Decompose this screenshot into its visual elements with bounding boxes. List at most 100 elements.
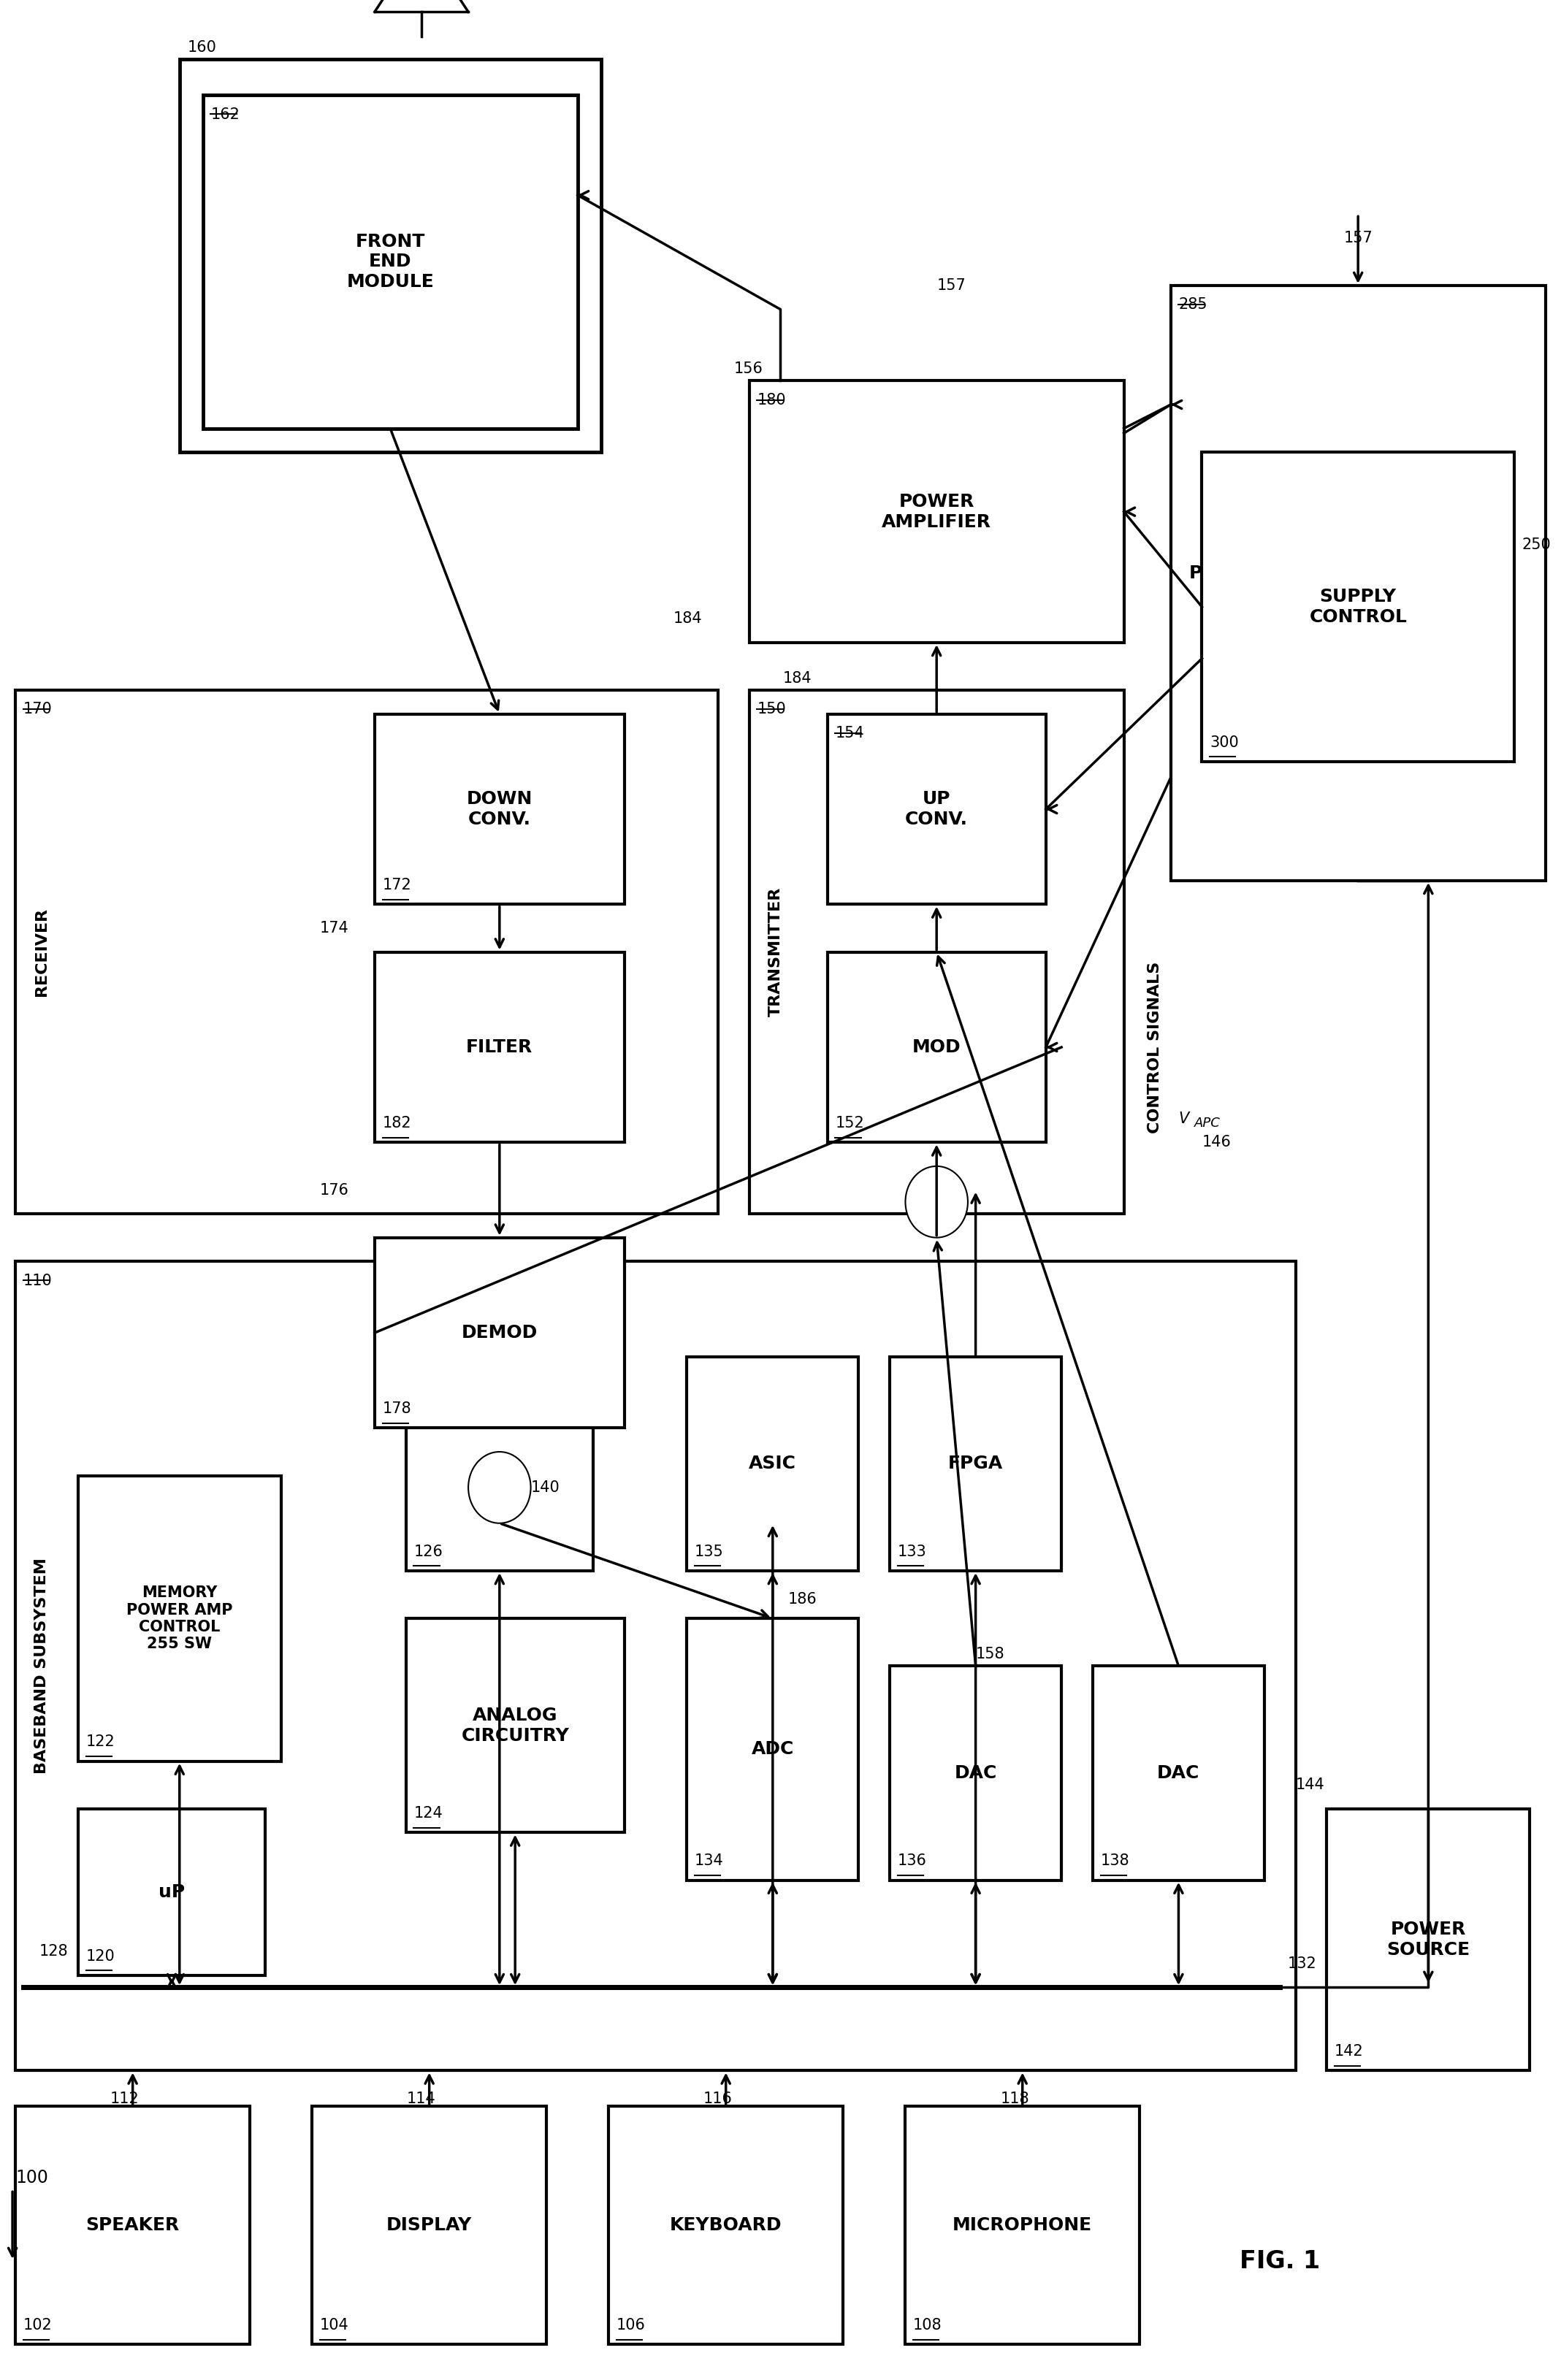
- Text: 154: 154: [835, 726, 865, 740]
- Text: DOWN
CONV.: DOWN CONV.: [467, 790, 532, 828]
- Text: 184: 184: [673, 612, 702, 626]
- Text: DSP: DSP: [479, 1478, 520, 1497]
- Bar: [180, 60, 601, 452]
- Text: POWER AMPLIFIER
CONTROL: POWER AMPLIFIER CONTROL: [1189, 564, 1381, 602]
- Text: 100: 100: [16, 2168, 48, 2187]
- Text: 162: 162: [211, 107, 240, 121]
- Bar: [1202, 452, 1514, 762]
- Text: 134: 134: [695, 1854, 724, 1868]
- Text: 133: 133: [898, 1545, 927, 1559]
- Text: 108: 108: [913, 2318, 943, 2332]
- Text: 157: 157: [1344, 231, 1372, 245]
- Bar: [78, 1809, 265, 1975]
- Text: 157: 157: [937, 278, 966, 293]
- Text: 170: 170: [23, 702, 53, 716]
- Ellipse shape: [468, 1452, 531, 1523]
- Text: 116: 116: [704, 2092, 732, 2106]
- Bar: [16, 690, 718, 1214]
- Text: FILTER: FILTER: [467, 1038, 532, 1057]
- Text: 144: 144: [1296, 1778, 1325, 1792]
- Text: MICROPHONE: MICROPHONE: [952, 2216, 1093, 2235]
- Bar: [890, 1357, 1061, 1571]
- Text: UP
CONV.: UP CONV.: [905, 790, 968, 828]
- Text: 118: 118: [1001, 2092, 1029, 2106]
- Bar: [16, 2106, 250, 2344]
- Bar: [312, 2106, 546, 2344]
- Text: 176: 176: [320, 1183, 350, 1197]
- Bar: [749, 690, 1124, 1214]
- Text: FRONT
END
MODULE: FRONT END MODULE: [347, 233, 434, 290]
- Text: KEYBOARD: KEYBOARD: [670, 2216, 782, 2235]
- Text: 112: 112: [111, 2092, 139, 2106]
- Text: V: V: [1179, 1111, 1189, 1126]
- Bar: [827, 952, 1046, 1142]
- Text: 178: 178: [382, 1402, 412, 1416]
- Text: 182: 182: [382, 1116, 412, 1130]
- Text: 142: 142: [1335, 2044, 1364, 2059]
- Text: 128: 128: [39, 1944, 69, 1959]
- Text: 146: 146: [1202, 1135, 1232, 1150]
- Bar: [687, 1618, 859, 1880]
- Text: SPEAKER: SPEAKER: [86, 2216, 180, 2235]
- Bar: [16, 1261, 1296, 2071]
- Text: 172: 172: [382, 878, 412, 892]
- Text: 152: 152: [835, 1116, 865, 1130]
- Text: POWER
SOURCE: POWER SOURCE: [1386, 1921, 1470, 1959]
- Bar: [687, 1357, 859, 1571]
- Bar: [375, 952, 624, 1142]
- Text: BASEBAND SUBSYSTEM: BASEBAND SUBSYSTEM: [34, 1559, 48, 1773]
- Text: POWER
AMPLIFIER: POWER AMPLIFIER: [882, 493, 991, 531]
- Bar: [78, 1476, 281, 1761]
- Bar: [609, 2106, 843, 2344]
- Text: 136: 136: [898, 1854, 927, 1868]
- Text: 285: 285: [1179, 298, 1208, 312]
- Text: 186: 186: [788, 1592, 818, 1607]
- Bar: [375, 1238, 624, 1428]
- Text: SUPPLY
CONTROL: SUPPLY CONTROL: [1310, 588, 1406, 626]
- Text: 126: 126: [414, 1545, 443, 1559]
- Ellipse shape: [905, 1166, 968, 1238]
- Text: 300: 300: [1210, 735, 1239, 750]
- Text: 160: 160: [187, 40, 217, 55]
- Text: 102: 102: [23, 2318, 53, 2332]
- Bar: [905, 2106, 1140, 2344]
- Bar: [827, 714, 1046, 904]
- Text: 184: 184: [782, 671, 812, 685]
- Text: APC: APC: [1194, 1116, 1221, 1130]
- Text: ANALOG
CIRCUITRY: ANALOG CIRCUITRY: [460, 1706, 570, 1745]
- Text: DAC: DAC: [954, 1764, 997, 1783]
- Text: RECEIVER: RECEIVER: [34, 907, 48, 997]
- Text: 174: 174: [320, 921, 350, 935]
- Text: 180: 180: [757, 393, 787, 407]
- Text: 150: 150: [757, 702, 787, 716]
- Bar: [749, 381, 1124, 643]
- Text: 122: 122: [86, 1735, 116, 1749]
- Text: 250: 250: [1522, 538, 1552, 552]
- Bar: [890, 1666, 1061, 1880]
- Text: 138: 138: [1101, 1854, 1130, 1868]
- Text: 140: 140: [531, 1480, 560, 1495]
- Text: MEMORY
POWER AMP
CONTROL
255 SW: MEMORY POWER AMP CONTROL 255 SW: [126, 1585, 233, 1652]
- Bar: [406, 1618, 624, 1833]
- Text: DAC: DAC: [1157, 1764, 1200, 1783]
- Text: 124: 124: [414, 1806, 443, 1821]
- Text: 132: 132: [1288, 1956, 1317, 1971]
- Text: FPGA: FPGA: [948, 1454, 1004, 1473]
- Text: DEMOD: DEMOD: [462, 1323, 537, 1342]
- Bar: [1327, 1809, 1530, 2071]
- Bar: [1171, 286, 1545, 881]
- Text: 106: 106: [617, 2318, 646, 2332]
- Text: ASIC: ASIC: [749, 1454, 796, 1473]
- Bar: [203, 95, 578, 428]
- Text: uP: uP: [159, 1883, 184, 1902]
- Text: CONTROL SIGNALS: CONTROL SIGNALS: [1147, 962, 1163, 1133]
- Text: 158: 158: [976, 1647, 1005, 1661]
- Text: TRANSMITTER: TRANSMITTER: [768, 888, 782, 1016]
- Text: 110: 110: [23, 1273, 53, 1288]
- Text: 135: 135: [695, 1545, 724, 1559]
- Text: 120: 120: [86, 1949, 116, 1963]
- Bar: [375, 714, 624, 904]
- Text: 104: 104: [320, 2318, 350, 2332]
- Bar: [1093, 1666, 1264, 1880]
- Text: 114: 114: [407, 2092, 436, 2106]
